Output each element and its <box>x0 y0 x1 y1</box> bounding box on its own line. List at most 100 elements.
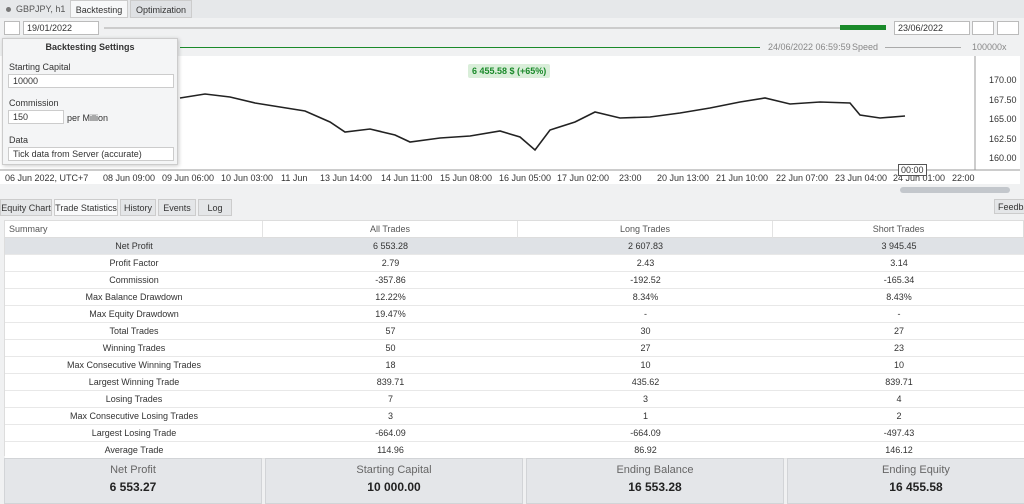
table-row: Max Balance Drawdown 12.22% 8.34% 8.43% <box>5 289 1024 306</box>
table-cell: 3 <box>642 394 648 404</box>
bottom-tab[interactable]: History <box>120 199 156 216</box>
x-tick-label: 14 Jun 11:00 <box>381 173 433 183</box>
label: Commission <box>9 98 59 108</box>
table-cell: 57 <box>385 326 396 336</box>
table-header: All Trades <box>263 221 518 238</box>
table-cell: 3 <box>387 411 393 421</box>
table-cell: 146.12 <box>885 445 913 455</box>
table-cell: - <box>644 309 647 319</box>
table-cell: 12.22% <box>375 292 406 302</box>
bottom-tab[interactable]: Log <box>198 199 232 216</box>
start-date[interactable]: 19/01/2022 <box>23 21 99 35</box>
settings-button[interactable] <box>4 21 20 35</box>
x-tick-label: 13 Jun 14:00 <box>320 173 373 183</box>
y-tick-label: 160.00 <box>989 153 1017 164</box>
x-tick-label: 23:00 <box>619 173 642 183</box>
table-cell: 8.34% <box>632 292 659 302</box>
table-cell: 2.43 <box>636 258 655 268</box>
table-cell: Total Trades <box>109 326 159 336</box>
select[interactable]: Tick data from Server (accurate) <box>8 147 174 161</box>
card-value: 6 553.27 <box>109 480 157 494</box>
bottom-tab[interactable]: Events <box>158 199 196 216</box>
table-cell: -497.43 <box>883 428 915 438</box>
table-cell: 7 <box>387 394 393 404</box>
timeline-progress <box>840 25 886 30</box>
card-label: Starting Capital <box>356 464 432 476</box>
summary-card: Ending Equity 16 455.58 <box>787 458 1024 504</box>
x-tick-label: 20 Jun 13:00 <box>657 173 710 183</box>
card-label: Ending Equity <box>882 464 950 476</box>
table-cell: 18 <box>385 360 396 370</box>
table-cell: 10 <box>640 360 651 370</box>
table-header: Long Trades <box>518 221 773 238</box>
y-tick-label: 165.00 <box>989 114 1017 125</box>
card-value: 16 455.58 <box>889 480 943 494</box>
table-cell: -664.09 <box>375 428 406 438</box>
speed-slider[interactable] <box>885 47 961 48</box>
x-tick-label: 09 Jun 06:00 <box>162 173 215 183</box>
x-tick-label: 15 Jun 08:00 <box>440 173 493 183</box>
table-cell: 1 <box>642 411 648 421</box>
feedback-button[interactable]: Feedback <box>994 199 1024 214</box>
table-row: Largest Losing Trade -664.09 -664.09 -497.4… <box>5 425 1024 442</box>
bottom-tab[interactable]: Trade Statistics <box>54 199 118 216</box>
x-tick-label: 08 Jun 09:00 <box>103 173 156 183</box>
x-tick-label: 17 Jun 02:00 <box>557 173 610 183</box>
table-cell: 2 607.83 <box>627 241 664 251</box>
table-cell: 27 <box>640 343 651 353</box>
scrollbar[interactable] <box>900 187 1010 193</box>
card-value: 16 553.28 <box>628 480 682 494</box>
table-row: Winning Trades 50 27 23 <box>5 340 1024 357</box>
stop-button[interactable] <box>997 21 1019 35</box>
summary-card: Ending Balance 16 553.28 <box>526 458 784 504</box>
current-time: 24/06/2022 06:59:59 <box>768 42 851 52</box>
table-row: Largest Winning Trade 839.71 435.62 839.71 <box>5 374 1024 391</box>
table-cell: Net Profit <box>115 241 153 251</box>
table-row: Max Consecutive Winning Trades 18 10 10 <box>5 357 1024 374</box>
table-cell: -357.86 <box>375 275 406 285</box>
table-cell: 114.96 <box>377 445 404 455</box>
table-cell: Max Consecutive Losing Trades <box>69 411 199 421</box>
table-header: Short Trades <box>773 221 1024 238</box>
table-cell: 27 <box>893 326 904 336</box>
bottom-tab[interactable]: Equity Chart <box>0 199 52 216</box>
x-tick-label: 10 Jun 03:00 <box>221 173 274 183</box>
timeline <box>104 27 886 29</box>
tab[interactable]: Backtesting <box>70 0 128 18</box>
play-button[interactable] <box>972 21 994 35</box>
table-row: Profit Factor 2.79 2.43 3.14 <box>5 255 1024 272</box>
progress-line <box>180 47 760 48</box>
y-tick-label: 167.50 <box>989 94 1017 105</box>
table-row: Losing Trades 7 3 4 <box>5 391 1024 408</box>
speed-value: 100000x <box>972 42 1007 52</box>
table-cell: Winning Trades <box>102 343 166 353</box>
table-cell: 2 <box>896 411 902 421</box>
x-tick-label: 22:00 <box>952 173 975 183</box>
table-cell: 435.62 <box>631 377 660 387</box>
table-cell: Largest Losing Trade <box>91 428 177 438</box>
table-cell: Max Equity Drawdown <box>89 309 179 319</box>
end-date[interactable]: 23/06/2022 <box>894 21 970 35</box>
card-label: Ending Balance <box>616 464 694 476</box>
table-cell: 30 <box>640 326 651 336</box>
table-row: Max Consecutive Losing Trades 3 1 2 <box>5 408 1024 425</box>
card-value: 10 000.00 <box>367 480 421 494</box>
symbol-tab: GBPJPY, h1 <box>16 4 66 14</box>
input[interactable]: 150 <box>8 110 64 124</box>
tab[interactable]: Optimization <box>130 0 192 18</box>
table-row: Commission -357.86 -192.52 -165.34 <box>5 272 1024 289</box>
label: per Million <box>67 113 109 123</box>
dot <box>6 7 11 12</box>
price-series <box>179 93 906 152</box>
x-tick-label: 06 Jun 2022, UTC+7 <box>5 173 89 183</box>
table-cell: Commission <box>109 275 159 285</box>
table-row: Total Trades 57 30 27 <box>5 323 1024 340</box>
input[interactable]: 10000 <box>8 74 174 88</box>
table-cell: - <box>897 309 901 319</box>
x-tick-label: 22 Jun 07:00 <box>776 173 829 183</box>
table-header: Summary <box>5 221 263 238</box>
table-cell: 19.47% <box>375 309 406 319</box>
cursor-label: 00:00 <box>898 164 927 176</box>
table-cell: -192.52 <box>630 275 661 285</box>
